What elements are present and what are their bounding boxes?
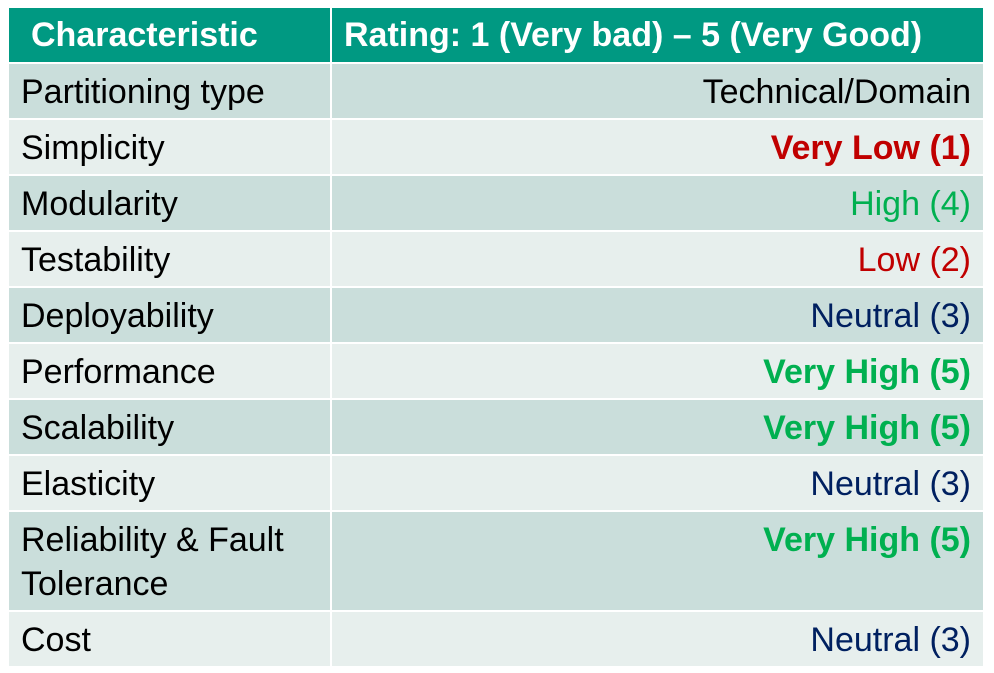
table-row: Partitioning type Technical/Domain — [7, 62, 985, 120]
rating-cell: Technical/Domain — [330, 62, 985, 120]
characteristic-cell: Performance — [7, 342, 332, 400]
characteristic-column-header: Characteristic — [7, 6, 332, 64]
rating-cell: Very High (5) — [330, 510, 985, 612]
characteristic-cell: Testability — [7, 230, 332, 288]
rating-column-header: Rating: 1 (Very bad) – 5 (Very Good) — [330, 6, 985, 64]
rating-cell: Low (2) — [330, 230, 985, 288]
table-row: Modularity High (4) — [7, 174, 985, 232]
characteristic-cell: Reliability & Fault Tolerance — [7, 510, 332, 612]
characteristic-cell: Modularity — [7, 174, 332, 232]
characteristic-cell: Elasticity — [7, 454, 332, 512]
rating-cell: Very High (5) — [330, 342, 985, 400]
table-row: Simplicity Very Low (1) — [7, 118, 985, 176]
table-row: Elasticity Neutral (3) — [7, 454, 985, 512]
rating-cell: Very Low (1) — [330, 118, 985, 176]
header-row: Characteristic Rating: 1 (Very bad) – 5 … — [7, 6, 985, 64]
table-row: Scalability Very High (5) — [7, 398, 985, 456]
table-header: Characteristic Rating: 1 (Very bad) – 5 … — [7, 6, 985, 64]
table-row: Performance Very High (5) — [7, 342, 985, 400]
rating-cell: High (4) — [330, 174, 985, 232]
table-body: Partitioning type Technical/Domain Simpl… — [7, 62, 985, 668]
characteristic-cell: Partitioning type — [7, 62, 332, 120]
rating-cell: Neutral (3) — [330, 610, 985, 668]
rating-cell: Very High (5) — [330, 398, 985, 456]
characteristic-cell: Scalability — [7, 398, 332, 456]
rating-cell: Neutral (3) — [330, 454, 985, 512]
table-row: Reliability & Fault Tolerance Very High … — [7, 510, 985, 612]
table-row: Cost Neutral (3) — [7, 610, 985, 668]
table-row: Deployability Neutral (3) — [7, 286, 985, 344]
characteristic-cell: Cost — [7, 610, 332, 668]
characteristic-cell: Simplicity — [7, 118, 332, 176]
characteristic-cell: Deployability — [7, 286, 332, 344]
table-row: Testability Low (2) — [7, 230, 985, 288]
ratings-table: Characteristic Rating: 1 (Very bad) – 5 … — [7, 6, 985, 668]
rating-cell: Neutral (3) — [330, 286, 985, 344]
